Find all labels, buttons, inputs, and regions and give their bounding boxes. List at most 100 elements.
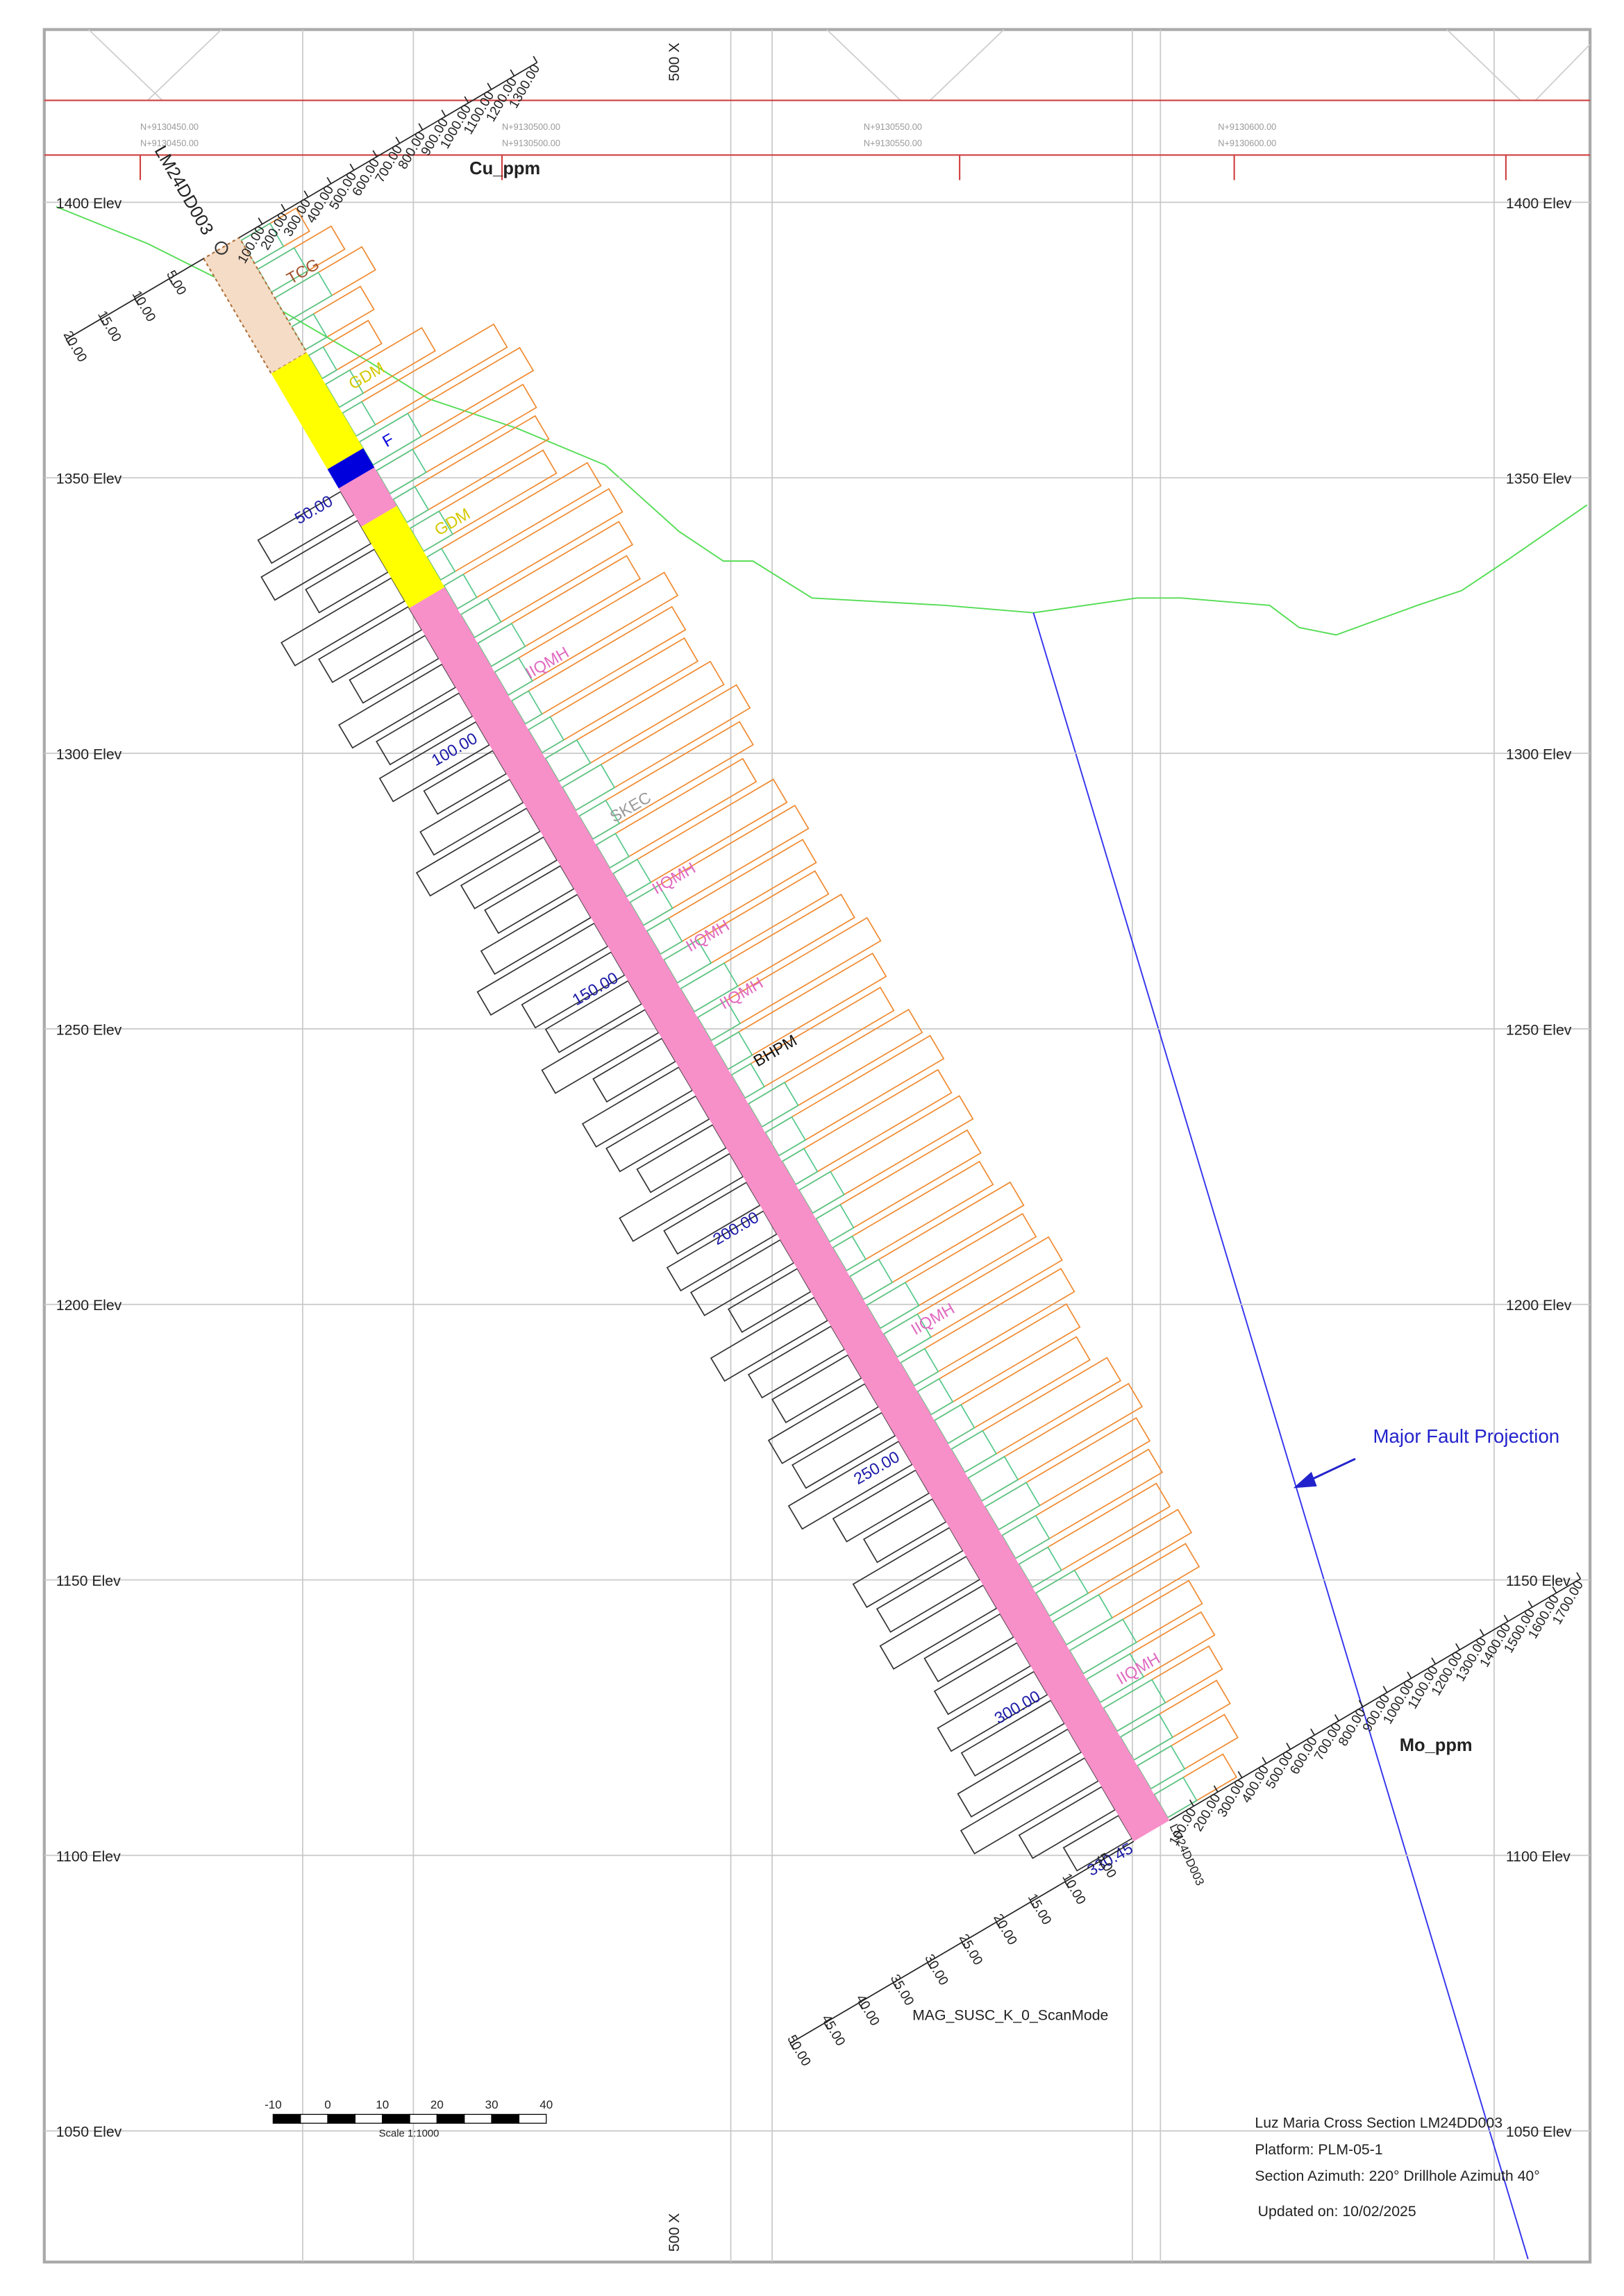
elevation-label: 1250 Elev [56, 1021, 122, 1038]
mag_susc-bar [349, 635, 440, 704]
mag_susc-bar [415, 807, 542, 897]
mo_ppm-bar [815, 1204, 855, 1243]
axis-tick [1098, 1861, 1104, 1868]
scale-segment [300, 2113, 328, 2124]
elevation-label: 1300 Elev [1506, 746, 1572, 763]
lithology-interval [361, 505, 445, 608]
lithology-interval [271, 352, 364, 469]
axis-tick [1552, 1586, 1557, 1593]
mag_susc-bar [619, 1153, 744, 1242]
axis-tick [927, 1962, 932, 1970]
mo_ppm-bar [257, 246, 309, 294]
scale-segment [436, 2113, 465, 2124]
axis-tick [281, 203, 286, 211]
mo_ppm-bar [646, 917, 683, 955]
axis-tick [1358, 1700, 1364, 1707]
mo_ppm-bar [426, 547, 456, 581]
axis-tick [303, 190, 309, 198]
fault-arrow [1293, 1457, 1356, 1489]
axis-tick [1503, 1614, 1509, 1622]
mo_ppm-bar [629, 884, 673, 926]
axis-tick [1310, 1728, 1315, 1736]
mag_susc-bar [771, 1354, 862, 1424]
elevation-label: 1050 Elev [56, 2124, 122, 2140]
mo_ppm-bar [612, 858, 652, 898]
elevation-label: 1400 Elev [1506, 195, 1572, 212]
fault-label: Major Fault Projection [1373, 1425, 1560, 1447]
mag_susc-bar [832, 1469, 930, 1543]
lithology-interval [202, 236, 308, 375]
header-label: N+9130600.00 [1218, 138, 1276, 149]
mag_susc-bar [338, 663, 457, 749]
elevation-label: 1250 Elev [1506, 1021, 1572, 1038]
mo_ppm-bar [544, 739, 592, 782]
collar [215, 241, 228, 255]
mo_ppm-bar [324, 369, 365, 408]
header-label: N+9130500.00 [502, 138, 560, 149]
mag_susc-bar [521, 951, 626, 1029]
mo_ppm-bar [680, 962, 739, 1013]
axis-tick [961, 1942, 966, 1950]
mo_ppm-bar [308, 346, 337, 380]
axis-tick [1479, 1629, 1484, 1636]
axis-line [1169, 1578, 1581, 1821]
elevation-label: 1100 Elev [1506, 1848, 1571, 1865]
axis-tick [464, 96, 469, 103]
axis-tick [1382, 1686, 1388, 1693]
mo_ppm-bar [696, 999, 742, 1041]
axis-tick [65, 339, 71, 346]
info-title: Luz Maria Cross Section LM24DD003 [1255, 2115, 1502, 2131]
axis-tick [1262, 1757, 1267, 1764]
info-azimuth: Section Azimuth: 220° Drillhole Azimuth … [1255, 2168, 1539, 2184]
axis-tick [823, 2022, 829, 2030]
scale-segment [464, 2113, 492, 2124]
scale-label: Scale 1:1000 [379, 2128, 440, 2139]
axis-tick [1431, 1657, 1437, 1665]
axis-tick [100, 319, 105, 326]
axis-tick [1576, 1572, 1582, 1579]
axis-tick [1334, 1714, 1339, 1722]
mo_ppm-bar [984, 1482, 1041, 1531]
axis-tick [1030, 1902, 1035, 1909]
axis-tick [441, 110, 446, 117]
mo_ppm-bar [510, 690, 543, 725]
axis-tick [1189, 1799, 1194, 1807]
axis-tick [134, 299, 140, 306]
mag_susc-bar [1018, 1786, 1116, 1859]
header-label: N+9130450.00 [140, 138, 199, 149]
scale-tick-label: 30 [485, 2098, 499, 2111]
diagonal-lines [87, 28, 1591, 101]
section-label: 500 X [666, 2213, 683, 2252]
mag_susc-bar [419, 778, 524, 856]
axis-tick [892, 1982, 898, 1990]
header-label: N+9130500.00 [502, 121, 560, 132]
mo_ppm-bar [832, 1235, 867, 1272]
scale-tick-label: 0 [324, 2098, 330, 2111]
axis-tick [789, 2043, 795, 2050]
axis-tick [326, 177, 332, 185]
elevation-label: 1150 Elev [56, 1573, 121, 1589]
mo_ppm-bar [409, 510, 454, 553]
axis-title: Cu_ppm [469, 159, 540, 178]
elevation-label: 1350 Elev [1506, 471, 1572, 487]
mo_ppm-bar [764, 1116, 807, 1157]
axis-tick [1455, 1643, 1460, 1650]
mo_ppm-bar [443, 573, 478, 610]
mo_ppm-bar [578, 799, 621, 840]
mo_ppm-bar [291, 313, 328, 351]
elevation-label: 1050 Elev [1506, 2124, 1572, 2140]
mo_ppm-bar [561, 764, 616, 812]
axis-tick [258, 217, 263, 225]
info-date: Updated on: 10/02/2025 [1258, 2203, 1416, 2220]
axis-tick [169, 278, 174, 286]
mo_ppm-bar [460, 598, 502, 639]
mo_ppm-bar [916, 1377, 954, 1416]
axis-tick [858, 2002, 864, 2010]
mag_susc-bar [378, 721, 491, 803]
axis-tick [487, 83, 492, 90]
lithology-interval [409, 587, 1170, 1842]
scale-segment [409, 2113, 438, 2124]
section-label: 500 X [666, 42, 683, 81]
axis-tick [372, 150, 378, 158]
